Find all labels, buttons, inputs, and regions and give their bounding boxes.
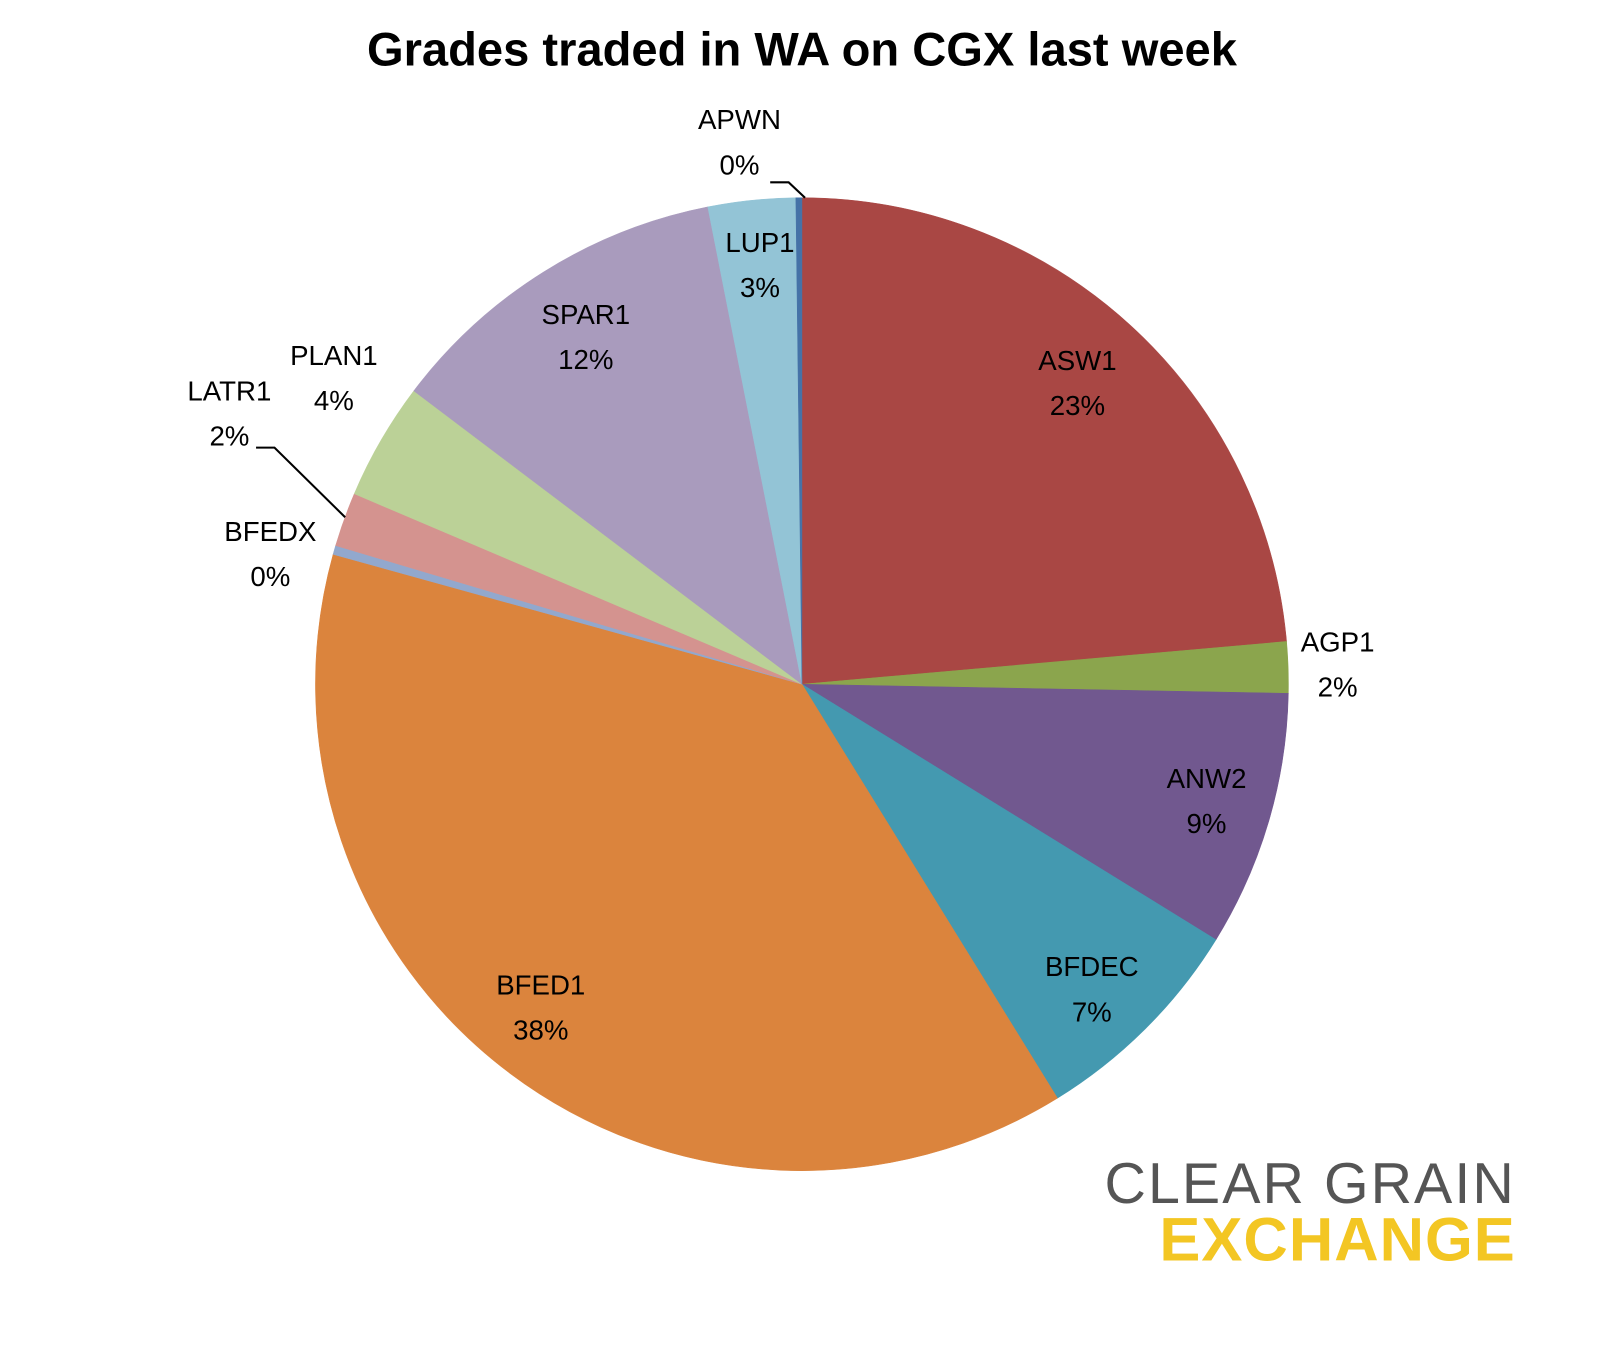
logo-line: EXCHANGE <box>1159 1206 1515 1275</box>
leader-line <box>256 446 346 518</box>
labels: ASW1 23% AGP1 2% ANW2 9% BFDEC 7% BFED1 38% BFEDX 0… <box>187 104 1374 1046</box>
pie-slice <box>315 554 1058 1171</box>
slice-label: AGP1 <box>1301 627 1375 658</box>
slice-label: BFED1 <box>496 970 585 1001</box>
pie <box>315 197 1289 1171</box>
slice-value-label: 23% <box>1050 390 1105 421</box>
slice-value-label: 9% <box>1187 808 1227 839</box>
logo-line: CLEAR GRAIN <box>1105 1152 1516 1216</box>
pie-slice <box>801 197 1287 685</box>
slice-value-label: 38% <box>513 1015 568 1046</box>
pie-slice <box>413 206 803 685</box>
slice-value-label: 12% <box>558 344 613 375</box>
chart-title: Grades traded in WA on CGX last week <box>367 23 1238 76</box>
slice-label: BFDEC <box>1045 951 1139 982</box>
slice-value-label: 0% <box>719 149 759 180</box>
slice-label: SPAR1 <box>542 299 631 330</box>
pie-slice <box>801 683 1289 941</box>
slice-label: LATR1 <box>187 376 271 407</box>
slice-value-label: 0% <box>250 561 290 592</box>
slice-value-label: 7% <box>1072 996 1112 1027</box>
pie-slice <box>795 197 803 685</box>
leader-line <box>770 181 806 199</box>
pie-slice <box>801 683 1217 1099</box>
slice-label: PLAN1 <box>290 340 378 371</box>
slice-label: LUP1 <box>725 227 794 258</box>
slice-label: ASW1 <box>1038 345 1116 376</box>
slice-value-label: 2% <box>1318 672 1358 703</box>
slice-label: ANW2 <box>1167 763 1247 794</box>
slice-value-label: 2% <box>209 421 249 452</box>
slice-value-label: 4% <box>314 385 354 416</box>
slice-label: BFEDX <box>224 516 316 547</box>
slice-label: APWN <box>698 104 781 135</box>
slice-value-label: 3% <box>740 272 780 303</box>
